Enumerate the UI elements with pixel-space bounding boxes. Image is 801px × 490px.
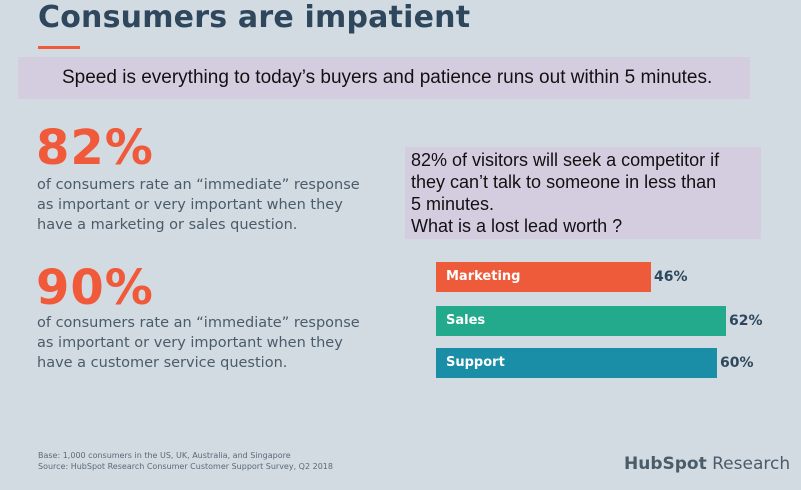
bar-marketing: Marketing [436, 262, 651, 292]
bar-value-marketing: 46% [654, 269, 688, 285]
bar-value-sales: 62% [729, 313, 763, 329]
footnote-source: Source: HubSpot Research Consumer Custom… [38, 462, 333, 471]
brand-name: HubSpot [624, 454, 707, 474]
brand-suffix: Research [706, 454, 791, 474]
stat-description-2: of consumers rate an “immediate” respons… [37, 313, 377, 373]
stat-description-line: have a customer service question. [37, 355, 288, 371]
stat-description-line: as important or very important when they [37, 197, 343, 213]
brand-logo: HubSpot Research [624, 454, 790, 474]
callout-right: 82% of visitors will seek a competitor i… [405, 147, 761, 239]
stat-value-1: 82% [36, 120, 154, 176]
footnote: Base: 1,000 consumers in the US, UK, Aus… [38, 450, 333, 472]
stat-value-2: 90% [36, 260, 154, 316]
stat-description-line: as important or very important when they [37, 335, 343, 351]
stat-description-line: of consumers rate an “immediate” respons… [37, 177, 360, 193]
bar-value-support: 60% [720, 355, 754, 371]
title-underline [38, 46, 80, 49]
stat-description-line: of consumers rate an “immediate” respons… [37, 315, 360, 331]
page-title: Consumers are impatient [38, 0, 471, 35]
stat-description-line: have a marketing or sales question. [37, 217, 298, 233]
callout-top: Speed is everything to today’s buyers an… [18, 57, 750, 99]
bar-sales: Sales [436, 306, 726, 336]
footnote-base: Base: 1,000 consumers in the US, UK, Aus… [38, 451, 291, 460]
bar-support: Support [436, 348, 717, 378]
stat-description-1: of consumers rate an “immediate” respons… [37, 175, 377, 235]
